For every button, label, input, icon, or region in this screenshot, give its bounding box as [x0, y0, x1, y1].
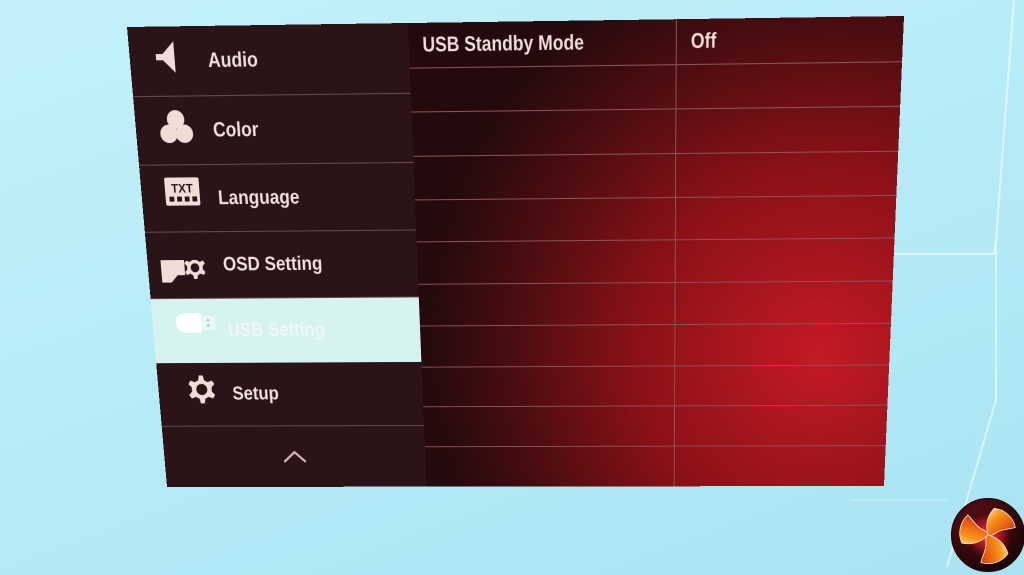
svg-text:TXT: TXT [171, 182, 194, 196]
